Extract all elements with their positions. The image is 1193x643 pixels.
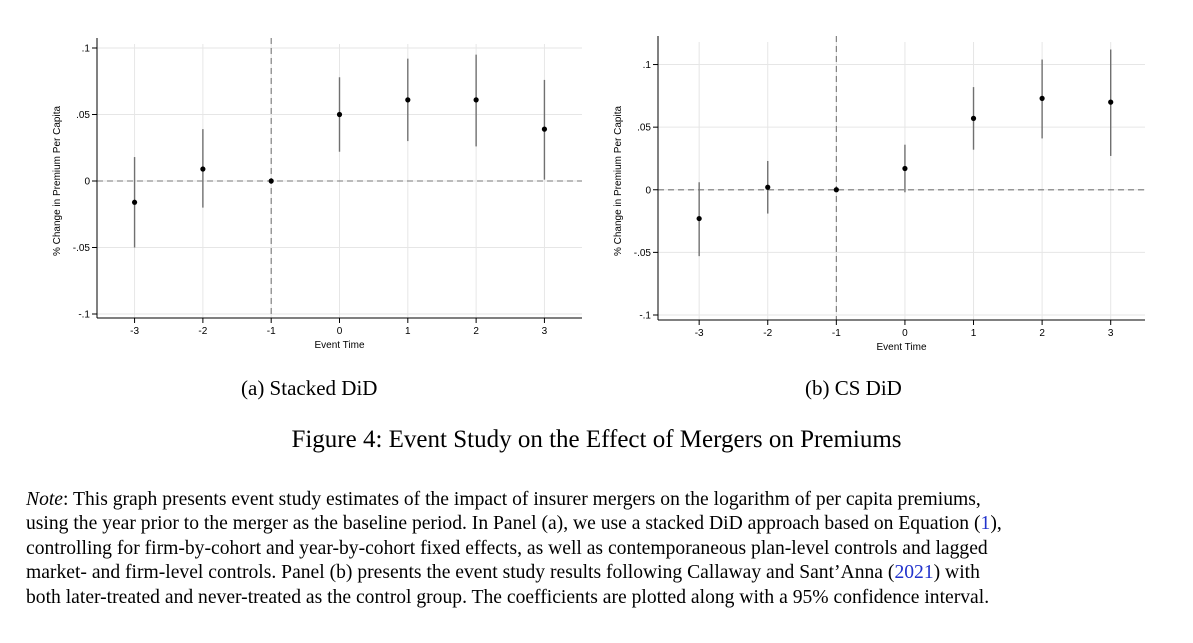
panel-b-y-tick-label-2: 0 [645,185,651,196]
equation-ref-open: ( [973,513,981,535]
panel-b-point-estimate-5 [1039,95,1045,101]
equation-ref-close: ), [990,513,1002,535]
panel-b-x-tick-label-3: 0 [902,328,908,339]
panel-b-point-estimate-3 [902,165,908,172]
panel-a-y-tick-label-1: -.05 [73,243,91,254]
note-line-3: controlling for firm-by-cohort and year-… [26,537,988,559]
panel-b-y-tick-label-4: .1 [643,60,652,71]
note-line-1: Note: This graph presents event study es… [26,488,1168,512]
citation-link[interactable]: 2021 [894,562,934,584]
panel-b-y-axis-title: % Change in Premium Per Capita [613,106,624,257]
equation-link[interactable]: 1 [980,513,991,535]
panel-a-point-estimate-1 [200,166,206,172]
panel-b-point-estimate-0 [696,215,702,222]
panel-b-y-tick-label-1: -.05 [634,248,652,259]
panel-b-caption: (b) CS DiD [805,376,902,400]
panel-a-point-estimate-5 [473,97,479,103]
note-line-4-text: market- and firm-level controls. Panel (… [26,562,888,584]
panel-a-x-tick-label-1: -2 [198,326,207,337]
note-line-2: using the year prior to the merger as th… [26,512,1168,536]
citation-close: ) with [933,562,980,584]
panel-a-y-axis-title: % Change in Premium Per Capita [52,106,63,257]
citation-open: ( [887,562,895,584]
panel-b-x-tick-label-0: -3 [695,328,704,339]
chart-panel-b: -.1 -.05 0 .05 .1 -3 -2 -1 0 1 2 3 Event Time % Chang… [613,36,1145,353]
panel-a-point-estimate-6 [541,126,548,132]
figure-caption: Figure 4: Event Study on the Effect of M… [291,426,902,453]
panel-b-point-estimate-6 [1108,99,1114,105]
note-line-5: both later-treated and never-treated as … [26,586,990,608]
note-lead: Note [26,489,64,510]
panel-b-point-estimate-2 [833,187,839,193]
panel-b-x-tick-label-6: 3 [1108,328,1114,339]
panel-a-x-tick-label-6: 3 [542,326,548,337]
note-line-2-text: using the year prior to the merger as th… [26,513,974,535]
panel-a-x-tick-label-4: 1 [405,326,411,337]
panel-b-x-tick-label-1: -2 [763,328,772,339]
panel-a-x-tick-label-0: -3 [130,326,139,337]
panel-b-y-tick-label-3: .05 [637,123,651,134]
panel-a-x-tick-label-5: 2 [473,326,479,337]
panel-b-x-axis-title: Event Time [876,342,926,353]
panel-a-x-axis-title: Event Time [314,340,364,351]
panel-b-point-estimate-1 [765,184,771,190]
panel-b-point-estimate-4 [970,115,977,121]
panel-a-x-tick-label-2: -1 [267,326,276,337]
panel-a-y-tick-label-3: .05 [76,110,90,121]
panel-a-point-estimate-0 [131,199,138,205]
panel-a-x-tick-label-3: 0 [337,326,343,337]
panel-a-y-tick-label-2: 0 [84,177,90,188]
panel-a-point-estimate-3 [336,111,343,118]
panel-b-x-tick-label-2: -1 [832,328,841,339]
panel-b-x-tick-label-5: 2 [1039,328,1045,339]
panel-a-y-tick-label-4: .1 [82,43,91,54]
panel-a-point-estimate-4 [405,97,411,103]
panel-a-caption: (a) Stacked DiD [241,376,378,400]
note-line-1-text: : This graph presents event study estima… [63,489,981,510]
note-line-4: market- and firm-level controls. Panel (… [26,561,1168,585]
panel-b-x-tick-label-4: 1 [971,328,977,339]
panel-a-point-estimate-2 [268,178,274,184]
panel-b-y-tick-label-0: -.1 [639,310,651,321]
figure-note: Note: This graph presents event study es… [26,488,1168,610]
panel-a-y-tick-label-0: -.1 [78,310,90,321]
chart-panel-a: -.1 -.05 0 .05 .1 -3 -2 -1 0 1 2 3 Event Time % Chang… [52,38,582,351]
